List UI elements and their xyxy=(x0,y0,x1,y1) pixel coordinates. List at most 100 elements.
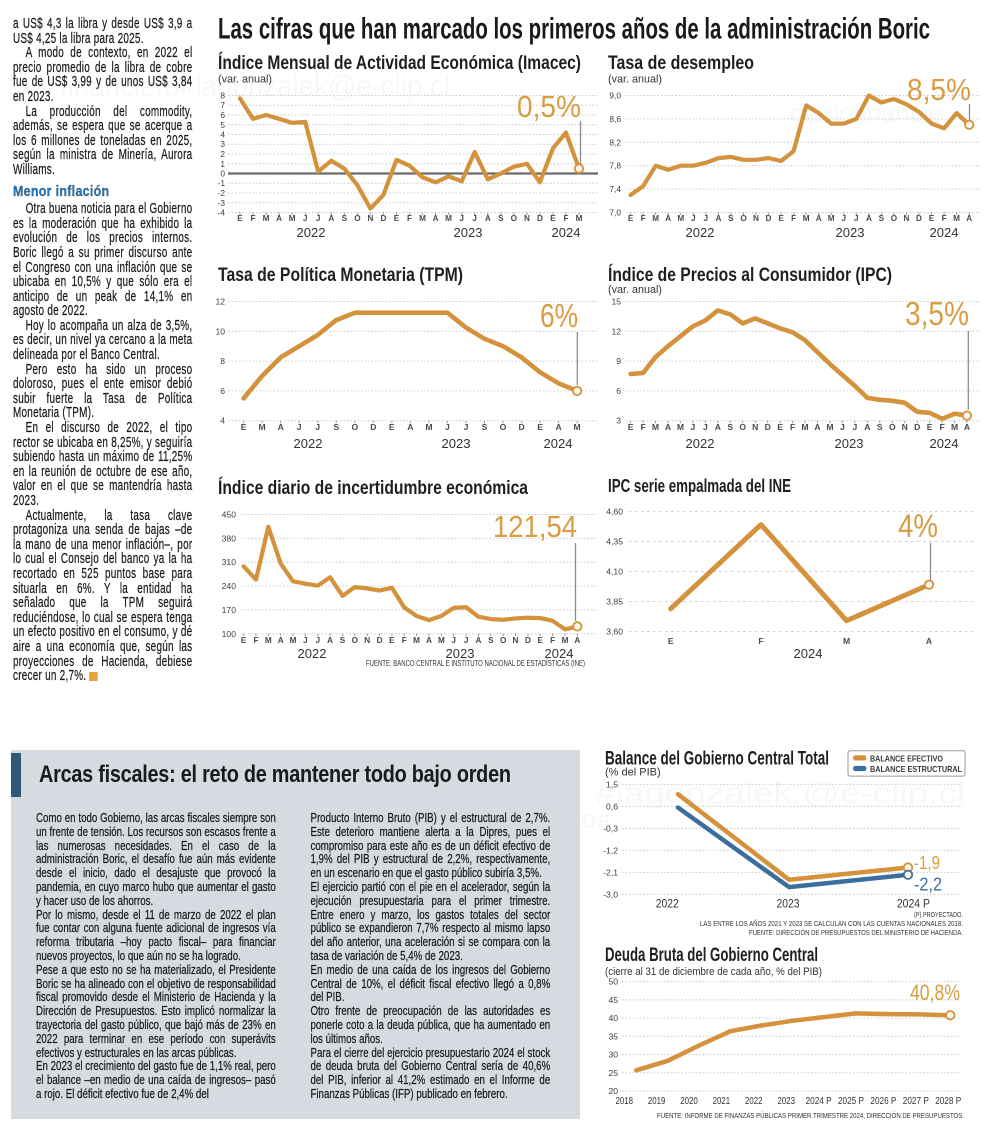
svg-text:2025 P: 2025 P xyxy=(838,1096,864,1107)
svg-text:2024: 2024 xyxy=(794,646,823,661)
svg-text:F: F xyxy=(640,422,645,432)
svg-text:A: A xyxy=(964,422,970,432)
svg-text:0,5%: 0,5% xyxy=(517,89,581,124)
svg-text:15: 15 xyxy=(611,297,621,307)
svg-text:O: O xyxy=(351,422,358,432)
svg-text:J: J xyxy=(464,422,469,432)
svg-text:F: F xyxy=(250,214,255,223)
svg-text:2: 2 xyxy=(220,149,225,159)
svg-text:M: M xyxy=(677,422,684,432)
svg-text:J: J xyxy=(691,422,696,432)
svg-text:3,85: 3,85 xyxy=(606,597,623,607)
svg-text:2024: 2024 xyxy=(930,436,959,451)
svg-text:A: A xyxy=(485,214,491,223)
svg-text:A: A xyxy=(864,422,870,432)
svg-text:J: J xyxy=(316,214,321,223)
svg-text:financiero#lagonzalek@e-clip.c: financiero#lagonzalek@e-clip.cl xyxy=(60,70,450,103)
svg-text:2022: 2022 xyxy=(294,436,323,451)
svg-text:A: A xyxy=(574,636,580,645)
svg-text:100: 100 xyxy=(222,629,237,639)
svg-text:(P) PROYECTADO.: (P) PROYECTADO. xyxy=(914,910,963,919)
svg-text:M: M xyxy=(438,636,445,645)
svg-text:170: 170 xyxy=(222,605,237,615)
svg-text:E: E xyxy=(241,422,247,432)
svg-text:M: M xyxy=(953,214,960,223)
svg-text:20: 20 xyxy=(608,1086,618,1096)
svg-text:N: N xyxy=(902,422,908,432)
svg-text:D: D xyxy=(518,422,524,432)
svg-text:O: O xyxy=(500,422,507,432)
svg-text:M: M xyxy=(677,214,684,223)
svg-text:50: 50 xyxy=(608,977,618,987)
svg-text:E: E xyxy=(778,214,784,223)
svg-text:2021: 2021 xyxy=(713,1096,731,1107)
svg-text:40: 40 xyxy=(608,1013,618,1023)
svg-text:1,5: 1,5 xyxy=(606,779,618,789)
svg-text:J: J xyxy=(691,214,696,223)
svg-text:9: 9 xyxy=(616,356,621,366)
svg-text:E: E xyxy=(394,214,400,223)
svg-text:J: J xyxy=(303,636,308,645)
svg-text:F: F xyxy=(402,636,407,645)
svg-text:-2,2: -2,2 xyxy=(914,874,942,895)
svg-text:(% del PIB): (% del PIB) xyxy=(605,767,661,779)
svg-text:D: D xyxy=(377,636,383,645)
svg-text:M: M xyxy=(652,214,659,223)
svg-text:M: M xyxy=(290,636,297,645)
svg-text:J: J xyxy=(451,636,456,645)
svg-text:M: M xyxy=(259,422,266,432)
svg-text:Índice Mensual de Actividad Ec: Índice Mensual de Actividad Económica (I… xyxy=(218,51,581,74)
svg-text:M: M xyxy=(801,422,808,432)
svg-text:M: M xyxy=(843,636,850,646)
svg-text:-0,3: -0,3 xyxy=(603,823,618,833)
svg-text:2024 P: 2024 P xyxy=(897,897,930,911)
svg-text:S: S xyxy=(342,214,348,223)
svg-text:A: A xyxy=(665,422,671,432)
svg-text:O: O xyxy=(739,422,746,432)
svg-text:9,0: 9,0 xyxy=(609,91,621,101)
svg-text:J: J xyxy=(704,214,709,223)
svg-text:Deuda Bruta del Gobierno Centr: Deuda Bruta del Gobierno Central xyxy=(605,945,818,966)
svg-text:2020: 2020 xyxy=(680,1096,698,1107)
svg-text:S: S xyxy=(340,636,346,645)
svg-text:S: S xyxy=(498,214,504,223)
svg-text:2023: 2023 xyxy=(454,225,483,240)
svg-text:S: S xyxy=(728,214,734,223)
svg-text:2027 P: 2027 P xyxy=(903,1096,929,1107)
svg-text:-3: -3 xyxy=(218,198,226,208)
svg-text:E: E xyxy=(777,422,783,432)
svg-text:O: O xyxy=(352,636,359,645)
svg-text:J: J xyxy=(303,214,308,223)
svg-text:D: D xyxy=(766,214,772,223)
svg-text:25: 25 xyxy=(608,1068,618,1078)
svg-text:E: E xyxy=(537,636,543,645)
svg-text:0,6: 0,6 xyxy=(606,801,618,811)
svg-text:2028 P: 2028 P xyxy=(935,1096,961,1107)
svg-text:J: J xyxy=(316,636,321,645)
svg-text:2023: 2023 xyxy=(836,225,865,240)
svg-text:8,5%: 8,5% xyxy=(907,72,971,107)
svg-text:D: D xyxy=(370,422,376,432)
svg-text:30: 30 xyxy=(608,1050,618,1060)
svg-text:10: 10 xyxy=(215,326,225,336)
svg-text:FUENTE: BANCO CENTRAL E INSTIT: FUENTE: BANCO CENTRAL E INSTITUTO NACION… xyxy=(366,659,585,668)
svg-text:O: O xyxy=(740,214,747,223)
svg-text:F: F xyxy=(791,214,796,223)
svg-text:380: 380 xyxy=(222,533,237,543)
svg-text:N: N xyxy=(524,214,530,223)
svg-text:A: A xyxy=(555,422,561,432)
svg-text:7,4: 7,4 xyxy=(609,184,621,194)
svg-text:M: M xyxy=(263,214,270,223)
svg-text:A: A xyxy=(426,636,432,645)
svg-text:450: 450 xyxy=(222,510,237,520)
svg-text:E: E xyxy=(929,214,935,223)
svg-text:2022: 2022 xyxy=(686,225,715,240)
svg-text:3: 3 xyxy=(616,416,621,426)
svg-text:E: E xyxy=(389,422,395,432)
svg-text:N: N xyxy=(753,214,759,223)
svg-text:J: J xyxy=(854,214,859,223)
svg-text:8: 8 xyxy=(220,356,225,366)
svg-text:F: F xyxy=(758,636,763,646)
svg-text:E: E xyxy=(241,636,247,645)
svg-text:4,35: 4,35 xyxy=(606,536,623,546)
